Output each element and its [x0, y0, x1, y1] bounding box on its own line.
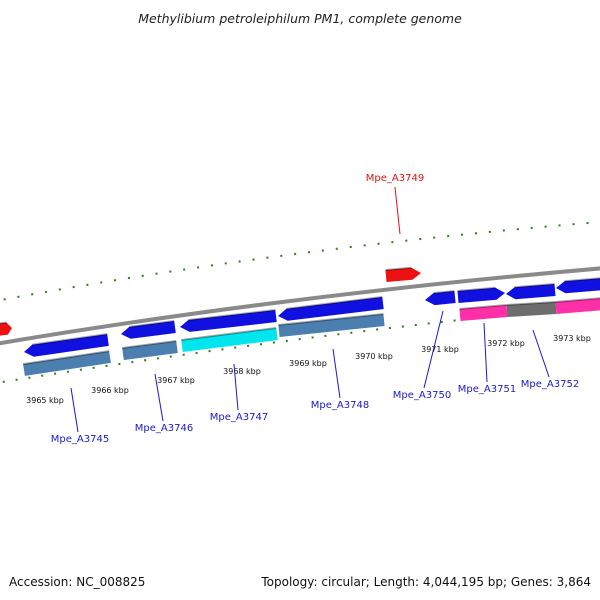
gene-arrow[interactable]: [555, 298, 600, 314]
gene-arrow-shadow: [22, 350, 110, 366]
gene-track: [0, 266, 600, 376]
gene-label-mpe-a3752[interactable]: Mpe_A3752: [521, 379, 579, 390]
gene-arrow-shadow: [278, 313, 384, 326]
leader-line: [394, 186, 401, 235]
tick-label: 3968 kbp: [223, 367, 261, 376]
gene-arrow[interactable]: [556, 278, 600, 294]
gene-arrow[interactable]: [122, 341, 178, 360]
gene-label-mpe-a3750[interactable]: Mpe_A3750: [393, 390, 451, 401]
gene-label-mpe-a3751[interactable]: Mpe_A3751: [458, 384, 516, 395]
gene-arrow-shadow: [433, 290, 455, 295]
tick-label: 3970 kbp: [355, 352, 393, 361]
gene-arrow-shadow: [122, 340, 177, 349]
gene-arrow-shadow: [31, 333, 108, 346]
leader-line: [483, 322, 488, 383]
tick-label: 3966 kbp: [91, 386, 129, 395]
tick-label: 3965 kbp: [26, 396, 64, 405]
gene-arrow-shadow: [286, 296, 383, 310]
tick-label: 3971 kbp: [421, 345, 459, 354]
leader-line: [423, 310, 444, 389]
leader-line: [233, 363, 239, 411]
genome-backbone: [0, 266, 600, 346]
gene-label-mpe-a3748[interactable]: Mpe_A3748: [311, 400, 369, 411]
gene-arrow-shadow: [457, 286, 496, 292]
gene-arrow-shadow: [129, 320, 175, 328]
gene-arrow[interactable]: [121, 321, 176, 339]
tick-label: 3969 kbp: [289, 359, 327, 368]
gene-arrow[interactable]: [24, 334, 109, 357]
gene-arrow-shadow: [555, 297, 600, 303]
gene-leader-lines: [70, 186, 550, 433]
gene-arrow-shadow: [188, 309, 276, 321]
outer-tick-track: [0, 221, 600, 302]
gene-arrow-shadow: [0, 321, 7, 325]
gene-arrow-shadow: [459, 304, 507, 310]
leader-line: [154, 373, 164, 422]
gene-arrow-shadow: [506, 301, 556, 306]
gene-arrow-shadow: [564, 277, 600, 283]
gene-arrow[interactable]: [0, 322, 12, 336]
gene-arrow[interactable]: [457, 287, 506, 303]
genome-summary-text: Topology: circular; Length: 4,044,195 bp…: [260, 575, 591, 589]
gene-label-mpe-a3745[interactable]: Mpe_A3745: [51, 434, 109, 445]
gene-arrow[interactable]: [506, 284, 556, 300]
leader-line: [532, 329, 550, 378]
map-title: Methylibium petroleiphilum PM1, complete…: [138, 11, 462, 26]
gene-arrow[interactable]: [278, 314, 385, 337]
gene-arrow-shadow: [385, 266, 412, 271]
gene-arrow[interactable]: [23, 351, 111, 376]
kbp-tick-labels: 3965 kbp 3966 kbp 3967 kbp 3968 kbp 3969…: [26, 334, 591, 405]
tick-label: 3973 kbp: [553, 334, 591, 343]
gene-label-mpe-a3749[interactable]: Mpe_A3749: [366, 173, 424, 184]
gene-arrow-shadow: [514, 283, 555, 289]
leader-line: [70, 387, 79, 433]
gene-arrow[interactable]: [278, 297, 384, 321]
gene-label-mpe-a3747[interactable]: Mpe_A3747: [210, 412, 268, 423]
gene-arrow[interactable]: [506, 302, 557, 317]
gene-arrow[interactable]: [459, 305, 508, 321]
gene-arrow-shadow: [181, 327, 277, 341]
tick-label: 3972 kbp: [487, 339, 525, 348]
kbp-ruler-track: [0, 304, 600, 384]
gene-arrow[interactable]: [180, 310, 277, 332]
tick-label: 3967 kbp: [157, 376, 195, 385]
leader-line: [332, 348, 341, 399]
gene-arrow[interactable]: [425, 291, 456, 306]
accession-text: Accession: NC_008825: [9, 575, 145, 589]
gene-arrow-mpe-a3747[interactable]: [181, 328, 278, 352]
gene-label-mpe-a3746[interactable]: Mpe_A3746: [135, 423, 193, 434]
gene-arrow-mpe-a3749[interactable]: [385, 267, 422, 282]
